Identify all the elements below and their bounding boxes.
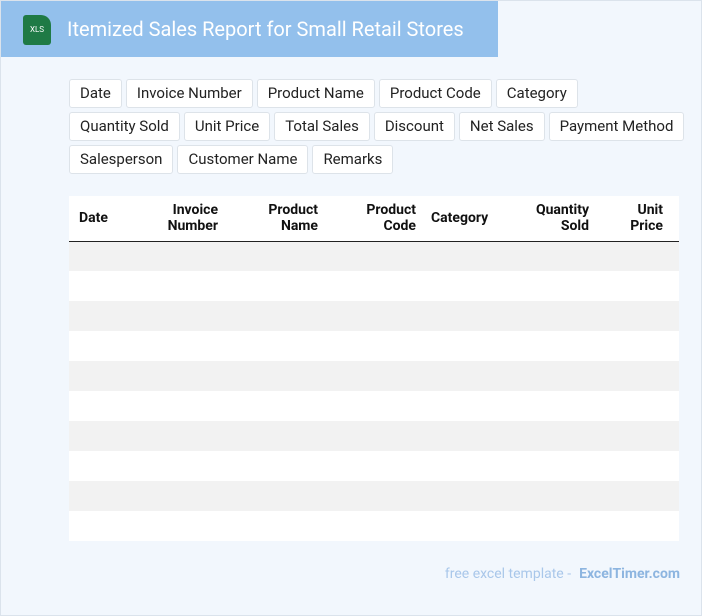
row bbox=[69, 421, 679, 451]
footer-text: free excel template - bbox=[444, 566, 572, 582]
row bbox=[69, 301, 679, 331]
tag[interactable]: Unit Price bbox=[183, 112, 271, 141]
tag[interactable]: Quantity Sold bbox=[69, 112, 180, 141]
table: Date Invoice Number Product Name Product Co… bbox=[69, 196, 679, 541]
column-header: Category bbox=[426, 196, 521, 242]
row bbox=[69, 481, 679, 511]
tag[interactable]: Salesperson bbox=[69, 145, 174, 174]
column-header: Invoice Number bbox=[139, 196, 228, 242]
file-icon: XLS bbox=[23, 15, 51, 45]
footer: free excel template - ExcelTimer.com bbox=[445, 566, 680, 582]
column-header: Product Name bbox=[228, 196, 328, 242]
row bbox=[69, 331, 679, 361]
column-header: Date bbox=[69, 196, 139, 242]
row bbox=[69, 241, 679, 271]
row bbox=[69, 451, 679, 481]
tag[interactable]: Net Sales bbox=[458, 112, 545, 141]
tag[interactable]: Remarks bbox=[312, 145, 394, 174]
row bbox=[69, 391, 679, 421]
tag[interactable]: Product Code bbox=[378, 79, 492, 108]
tag[interactable]: Invoice Number bbox=[125, 79, 253, 108]
column-header: Quantity Sold bbox=[521, 196, 599, 242]
tag[interactable]: Total Sales bbox=[274, 112, 370, 141]
tag[interactable]: Discount bbox=[373, 112, 455, 141]
header-row: Date Invoice Number Product Name Product Co… bbox=[69, 196, 679, 242]
tag[interactable]: Product Name bbox=[256, 79, 375, 108]
column-header: Product Code bbox=[328, 196, 426, 242]
table-body bbox=[69, 241, 679, 541]
column-header: Unit Price bbox=[599, 196, 679, 242]
title: Itemized Sales Report for Small Retail S… bbox=[67, 17, 464, 41]
tag[interactable]: Date bbox=[69, 79, 122, 108]
tag[interactable]: Payment Method bbox=[548, 112, 685, 141]
tag[interactable]: Category bbox=[495, 79, 578, 108]
tag[interactable]: Customer Name bbox=[177, 145, 309, 174]
tag-list: Date Invoice Number Product Name Product Co… bbox=[69, 79, 689, 174]
header: XLS Itemized Sales Report for Small Reta… bbox=[1, 1, 498, 57]
row bbox=[69, 271, 679, 301]
row bbox=[69, 361, 679, 391]
footer-brand[interactable]: ExcelTimer.com bbox=[579, 566, 680, 582]
row bbox=[69, 511, 679, 541]
